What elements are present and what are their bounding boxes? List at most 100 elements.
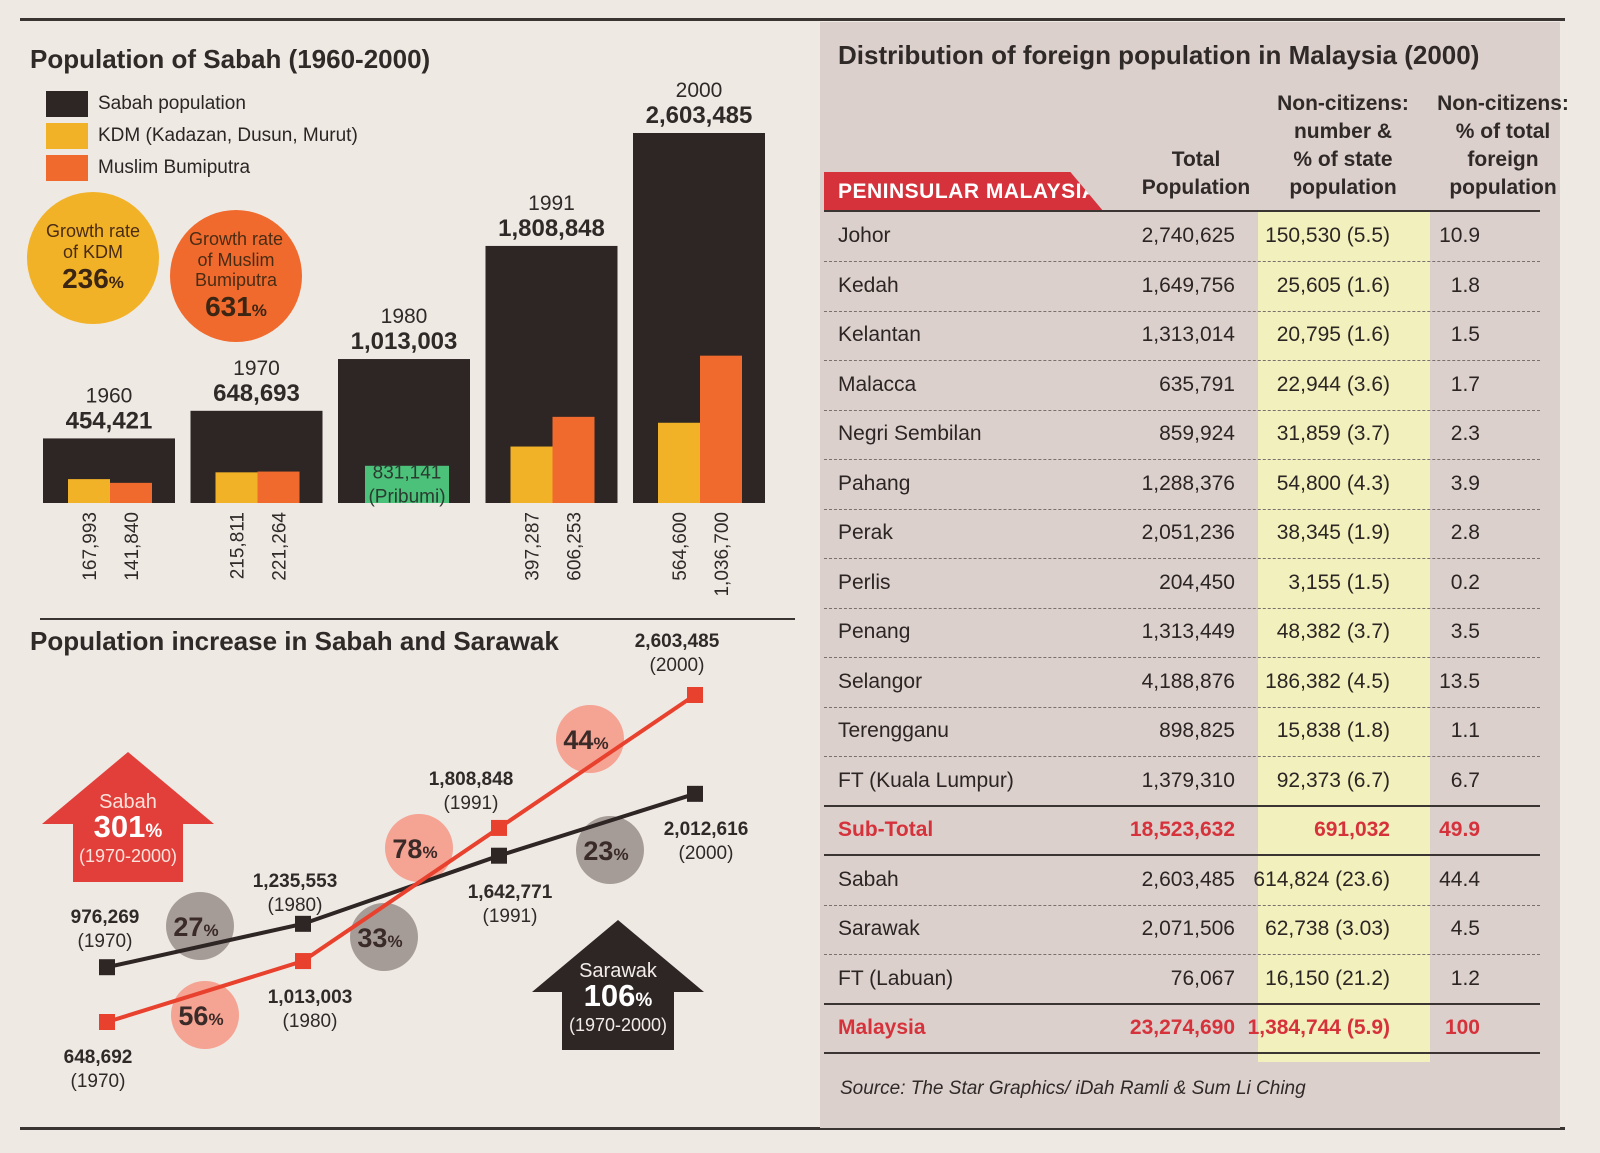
row-non-citizens: 48,382 (3.7) [1276, 620, 1390, 643]
table-row: Pahang 1,288,376 54,800 (4.3) 3.9 [824, 460, 1540, 510]
kdm-bar-1991 [510, 446, 553, 503]
kdm-bar-2000 [658, 422, 700, 503]
row-total-population: 2,740,625 [1141, 224, 1235, 247]
row-pct-foreign: 2.3 [1450, 422, 1480, 445]
kdm-growth-text: Growth rate of KDM [45, 221, 141, 262]
legend-label-sabah: Sabah population [98, 93, 246, 114]
table-row: Sabah 2,603,485 614,824 (23.6) 44.4 [824, 856, 1540, 906]
row-pct-foreign: 3.5 [1450, 620, 1480, 643]
muslim-growth-text: Growth rate of Muslim Bumiputra [188, 228, 284, 291]
row-non-citizens: 92,373 (6.7) [1276, 768, 1390, 792]
row-state: FT (Kuala Lumpur) [838, 768, 1014, 792]
sabah-point-1980 [295, 953, 311, 970]
muslim-bar-2000 [700, 355, 742, 503]
row-total-population: 204,450 [1159, 570, 1235, 594]
row-state: Malaysia [838, 1016, 926, 1039]
row-state: Johor [838, 224, 891, 247]
table-row: Perak 2,051,236 38,345 (1.9) 2.8 [824, 509, 1540, 559]
row-state: FT (Labuan) [838, 966, 954, 990]
row-pct-foreign: 6.7 [1450, 768, 1480, 792]
row-pct-foreign: 4.5 [1450, 917, 1480, 940]
bar-year-label-1960: 1960 [86, 384, 133, 407]
row-total-population: 2,603,485 [1141, 867, 1235, 891]
line-chart-title: Population increase in Sabah and Sarawak [30, 626, 559, 656]
row-non-citizens: 3,155 (1.5) [1288, 570, 1390, 594]
table-row: Malaysia 23,274,690 1,384,744 (5.9) 100 [824, 1004, 1540, 1054]
row-state: Malacca [838, 372, 917, 396]
table-row: Sub-Total 18,523,632 691,032 49.9 [824, 806, 1540, 856]
row-state: Sub-Total [838, 818, 934, 841]
section-divider [40, 618, 795, 620]
row-non-citizens: 150,530 (5.5) [1265, 224, 1390, 247]
kdm-value-label-2000: 564,600 [670, 512, 691, 581]
muslim-growth-bubble: Growth rate of Muslim Bumiputra 631% [170, 210, 302, 342]
row-state: Penang [838, 620, 911, 643]
bar-chart-title: Population of Sabah (1960-2000) [30, 44, 431, 74]
sarawak-point-label-1970-year: (1970) [78, 931, 133, 952]
row-total-population: 635,791 [1159, 372, 1235, 396]
row-total-population: 1,649,756 [1141, 273, 1235, 297]
sabah-point-label-1980-year: (1980) [283, 1011, 338, 1032]
sarawak-arrow-period: (1970-2000) [569, 1015, 667, 1035]
muslim-growth-value: 631% [205, 290, 267, 322]
source-credit: Source: The Star Graphics/ iDah Ramli & … [840, 1078, 1306, 1099]
row-total-population: 23,274,690 [1129, 1016, 1235, 1039]
row-pct-foreign: 10.9 [1439, 224, 1480, 247]
sabah-point-label-2000-year: (2000) [650, 655, 705, 676]
table-row: FT (Kuala Lumpur) 1,379,310 92,373 (6.7) 6.… [824, 757, 1540, 807]
row-pct-foreign: 100 [1444, 1016, 1480, 1039]
legend-swatch-sabah [46, 91, 88, 117]
sarawak-growth-1991-2000-circle [576, 816, 644, 884]
kdm-growth-value: 236% [62, 262, 124, 294]
page-frame [20, 18, 1565, 1130]
sarawak-point-2000 [687, 785, 703, 802]
sabah-point-2000 [687, 687, 703, 703]
sabah-point-1970 [99, 1014, 115, 1030]
sabah-point-label-1970-value: 648,692 [64, 1047, 133, 1068]
table-row: Johor 2,740,625 150,530 (5.5) 10.9 [824, 212, 1540, 262]
legend-item-sabah-population: Sabah population [46, 88, 358, 120]
legend-swatch-kdm [46, 123, 88, 149]
legend-swatch-muslim [46, 155, 88, 181]
row-state: Perak [838, 521, 893, 544]
row-total-population: 2,071,506 [1141, 917, 1235, 940]
row-total-population: 859,924 [1159, 422, 1235, 445]
row-state: Perlis [838, 570, 891, 594]
sarawak-point-1991 [491, 847, 507, 864]
row-state: Selangor [838, 669, 923, 693]
sabah-point-label-1991-year: (1991) [444, 793, 499, 814]
kdm-bar-1970 [215, 472, 258, 503]
sarawak-point-label-1991-year: (1991) [483, 906, 538, 927]
header-total-population: Total Population [1141, 148, 1251, 199]
muslim-value-label-2000: 1,036,700 [712, 512, 733, 597]
row-non-citizens: 16,150 (21.2) [1265, 966, 1390, 990]
kdm-growth-bubble: Growth rate of KDM 236% [27, 192, 159, 324]
table-row: Malacca 635,791 22,944 (3.6) 1.7 [824, 361, 1540, 411]
row-pct-foreign: 1.5 [1450, 323, 1480, 346]
header-non-citizens-foreign: Non-citizens:% of total foreign populatio… [1437, 92, 1569, 199]
row-state: Negri Sembilan [838, 422, 982, 445]
row-total-population: 898,825 [1159, 719, 1235, 742]
legend-item-kdm: KDM (Kadazan, Dusun, Murut) [46, 120, 358, 152]
row-non-citizens: 691,032 [1314, 818, 1390, 841]
sarawak-point-label-2000-year: (2000) [679, 843, 734, 864]
row-non-citizens: 20,795 (1.6) [1276, 323, 1390, 346]
legend-label-kdm: KDM (Kadazan, Dusun, Murut) [98, 125, 358, 146]
sarawak-point-1970 [99, 959, 115, 976]
row-pct-foreign: 49.9 [1439, 818, 1480, 841]
kdm-bar-1960 [68, 479, 110, 503]
row-pct-foreign: 13.5 [1439, 669, 1480, 693]
muslim-bar-1960 [110, 482, 152, 503]
sabah-bar-value-1991: 1,808,848 [498, 215, 605, 242]
row-total-population: 76,067 [1170, 966, 1235, 990]
sarawak-line [106, 791, 696, 970]
row-pct-foreign: 1.2 [1450, 966, 1480, 990]
sabah-arrow-name: Sabah [99, 791, 157, 813]
row-state: Terengganu [838, 719, 949, 742]
row-non-citizens: 614,824 (23.6) [1253, 867, 1390, 891]
row-non-citizens: 22,944 (3.6) [1276, 372, 1390, 396]
legend-item-muslim-bumiputra: Muslim Bumiputra [46, 152, 358, 184]
row-total-population: 1,313,014 [1141, 323, 1235, 346]
sabah-bar-value-1970: 648,693 [213, 380, 300, 407]
